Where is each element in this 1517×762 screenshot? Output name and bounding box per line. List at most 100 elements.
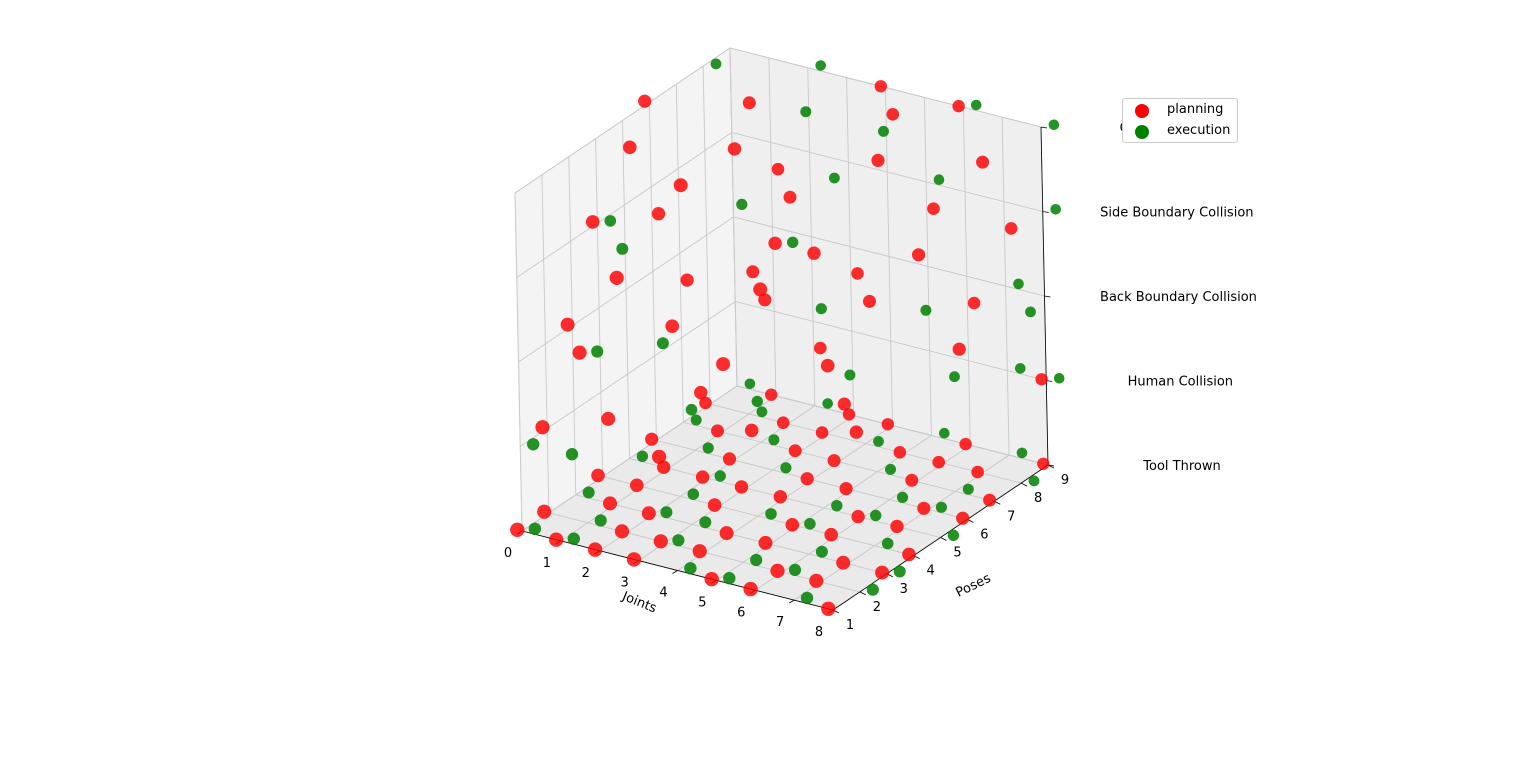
planning-point	[587, 542, 603, 557]
planning-point	[758, 293, 772, 307]
grid-line-z	[521, 385, 1049, 532]
planning-point	[719, 526, 734, 541]
z-tick-label: Human Collision	[1128, 375, 1233, 390]
x-axis-label: Joints	[619, 589, 659, 617]
planning-point	[572, 345, 587, 360]
planning-point	[680, 273, 694, 287]
execution-point	[744, 378, 756, 390]
execution-point	[804, 518, 816, 530]
z-tick-label: Tool Thrown	[1142, 459, 1220, 474]
y-tick-label: 1	[846, 618, 854, 633]
y-tick-label: 5	[953, 546, 961, 561]
execution-point	[1028, 475, 1040, 487]
planning-point	[768, 236, 782, 250]
planning-point	[626, 552, 642, 567]
planning-point	[707, 498, 722, 512]
planning-point	[912, 248, 926, 262]
planning-point	[971, 465, 984, 479]
planning-point	[746, 265, 760, 279]
planning-point	[874, 80, 887, 93]
execution-point	[1013, 278, 1024, 290]
execution-point	[870, 509, 882, 522]
x-tick-label: 3	[620, 576, 628, 591]
execution-point	[684, 562, 697, 575]
planning-point	[875, 565, 890, 580]
x-tick-label: 1	[543, 556, 551, 571]
planning-point	[785, 518, 800, 532]
planning-point	[591, 468, 605, 483]
planning-point	[722, 452, 737, 466]
planning-point	[1035, 373, 1048, 386]
planning-point	[758, 535, 773, 550]
execution-point	[750, 553, 763, 567]
planning-point	[673, 178, 688, 193]
planning-point	[765, 388, 778, 401]
execution-point	[751, 395, 763, 408]
execution-point	[885, 463, 896, 475]
planning-point	[641, 506, 656, 521]
y-tick-label: 8	[1034, 491, 1042, 506]
planning-point	[976, 155, 990, 169]
legend-item-execution: execution	[1123, 122, 1237, 142]
planning-point	[601, 411, 616, 426]
legend: planning execution	[1122, 98, 1238, 143]
x-tick-label: 8	[815, 625, 823, 640]
execution-point	[893, 565, 906, 578]
planning-point	[549, 532, 564, 547]
planning-point	[893, 446, 907, 459]
x-tick-label: 7	[776, 615, 784, 630]
planning-point	[695, 470, 710, 484]
execution-point	[699, 516, 712, 529]
z-tick	[1040, 126, 1048, 129]
planning-point	[881, 418, 894, 431]
execution-point	[939, 427, 950, 439]
planning-point	[886, 108, 900, 121]
execution-point	[933, 174, 945, 185]
planning-point	[776, 416, 790, 430]
planning-point	[585, 215, 600, 229]
planning-point	[952, 99, 965, 113]
x-tick-label: 6	[737, 605, 745, 620]
z-tick	[1044, 295, 1051, 298]
y-tick-label: 9	[1061, 473, 1069, 488]
legend-label-planning: planning	[1167, 102, 1224, 117]
planning-point	[1004, 222, 1018, 235]
execution-point	[1016, 447, 1028, 459]
execution-point	[1053, 373, 1065, 384]
planning-point	[704, 572, 719, 587]
x-tick-label: 2	[582, 566, 590, 581]
planning-point	[849, 425, 863, 439]
execution-point	[800, 591, 814, 605]
execution-point	[567, 532, 580, 545]
planning-point	[734, 480, 749, 494]
execution-point	[656, 337, 669, 350]
planning-point	[692, 544, 707, 559]
planning-point	[863, 294, 876, 308]
execution-point	[815, 303, 827, 315]
execution-point	[962, 483, 974, 495]
planning-point	[983, 493, 997, 507]
planning-point	[744, 423, 759, 438]
y-tick	[859, 591, 867, 596]
planning-point	[788, 444, 802, 458]
execution-point	[685, 403, 698, 416]
z-tick	[1042, 211, 1049, 213]
planning-point	[956, 511, 970, 525]
data-points	[510, 58, 1065, 616]
planning-point	[836, 555, 851, 570]
execution-point	[687, 488, 700, 501]
execution-point	[815, 60, 826, 71]
execution-point	[1025, 306, 1036, 318]
planning-point	[645, 432, 659, 446]
planning-point	[820, 358, 835, 373]
execution-point	[527, 438, 540, 451]
grid-line-z	[520, 301, 1047, 447]
planning-point	[699, 396, 712, 410]
planning-point	[743, 581, 758, 597]
planning-point	[651, 207, 666, 221]
execution-point	[881, 537, 894, 550]
execution-point	[866, 583, 879, 596]
execution-point	[565, 448, 579, 461]
planning-point	[770, 563, 785, 579]
execution-point	[831, 500, 843, 512]
